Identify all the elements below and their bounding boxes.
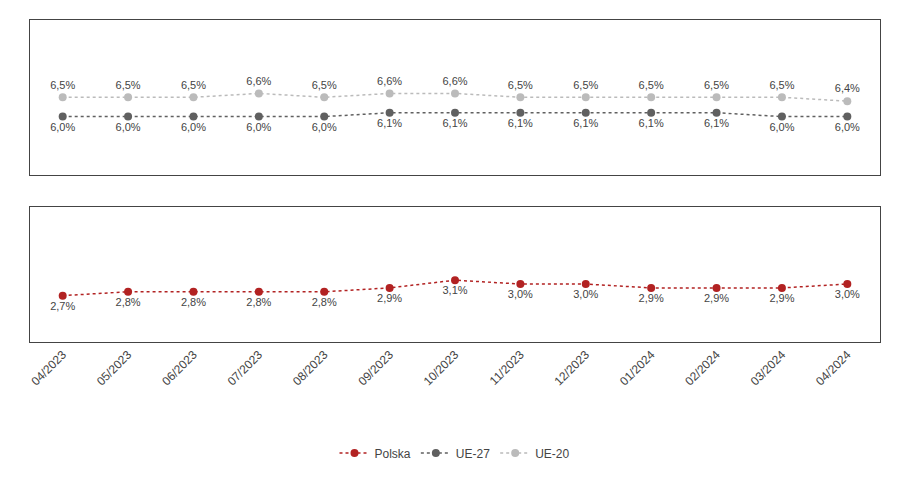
svg-text:6,5%: 6,5% [573, 79, 598, 91]
svg-text:6,4%: 6,4% [835, 82, 860, 94]
svg-text:10/2023: 10/2023 [421, 348, 462, 389]
svg-text:03/2024: 03/2024 [748, 348, 789, 389]
svg-text:6,6%: 6,6% [377, 75, 402, 87]
svg-text:2,9%: 2,9% [377, 292, 402, 304]
svg-text:2,8%: 2,8% [116, 296, 141, 308]
svg-text:6,1%: 6,1% [639, 117, 664, 129]
svg-text:6,0%: 6,0% [181, 121, 206, 133]
svg-text:01/2024: 01/2024 [617, 348, 658, 389]
svg-text:6,0%: 6,0% [50, 121, 75, 133]
svg-text:6,0%: 6,0% [769, 121, 794, 133]
svg-text:06/2023: 06/2023 [159, 348, 200, 389]
svg-text:6,0%: 6,0% [116, 121, 141, 133]
svg-text:02/2024: 02/2024 [682, 348, 723, 389]
svg-text:11/2023: 11/2023 [487, 348, 527, 388]
svg-text:6,0%: 6,0% [246, 121, 271, 133]
svg-text:6,5%: 6,5% [508, 79, 533, 91]
svg-text:6,5%: 6,5% [704, 79, 729, 91]
svg-text:05/2023: 05/2023 [94, 348, 135, 389]
svg-text:2,7%: 2,7% [50, 300, 75, 312]
svg-text:09/2023: 09/2023 [355, 348, 396, 389]
svg-text:2,8%: 2,8% [181, 296, 206, 308]
svg-text:2,9%: 2,9% [769, 292, 794, 304]
svg-text:3,0%: 3,0% [835, 288, 860, 300]
svg-text:2,8%: 2,8% [312, 296, 337, 308]
svg-text:6,1%: 6,1% [573, 117, 598, 129]
svg-text:2,9%: 2,9% [639, 292, 664, 304]
svg-text:6,5%: 6,5% [181, 79, 206, 91]
svg-text:UE-20: UE-20 [535, 447, 569, 461]
svg-text:2,8%: 2,8% [246, 296, 271, 308]
svg-text:3,0%: 3,0% [573, 288, 598, 300]
svg-text:6,1%: 6,1% [442, 117, 467, 129]
svg-text:6,0%: 6,0% [312, 121, 337, 133]
svg-text:6,5%: 6,5% [50, 79, 75, 91]
svg-text:07/2023: 07/2023 [225, 348, 266, 389]
svg-text:12/2023: 12/2023 [552, 348, 593, 389]
svg-text:UE-27: UE-27 [456, 447, 490, 461]
svg-text:3,0%: 3,0% [508, 288, 533, 300]
svg-text:6,1%: 6,1% [508, 117, 533, 129]
svg-text:04/2023: 04/2023 [28, 348, 69, 389]
svg-text:6,6%: 6,6% [246, 75, 271, 87]
svg-text:04/2024: 04/2024 [813, 348, 854, 389]
svg-text:3,1%: 3,1% [442, 284, 467, 296]
svg-text:2,9%: 2,9% [704, 292, 729, 304]
svg-text:08/2023: 08/2023 [290, 348, 331, 389]
svg-text:6,6%: 6,6% [442, 75, 467, 87]
svg-text:Polska: Polska [375, 447, 411, 461]
svg-text:6,5%: 6,5% [639, 79, 664, 91]
svg-text:6,5%: 6,5% [769, 79, 794, 91]
svg-text:6,1%: 6,1% [704, 117, 729, 129]
svg-text:6,5%: 6,5% [312, 79, 337, 91]
svg-text:6,5%: 6,5% [116, 79, 141, 91]
svg-text:6,0%: 6,0% [835, 121, 860, 133]
svg-text:6,1%: 6,1% [377, 117, 402, 129]
